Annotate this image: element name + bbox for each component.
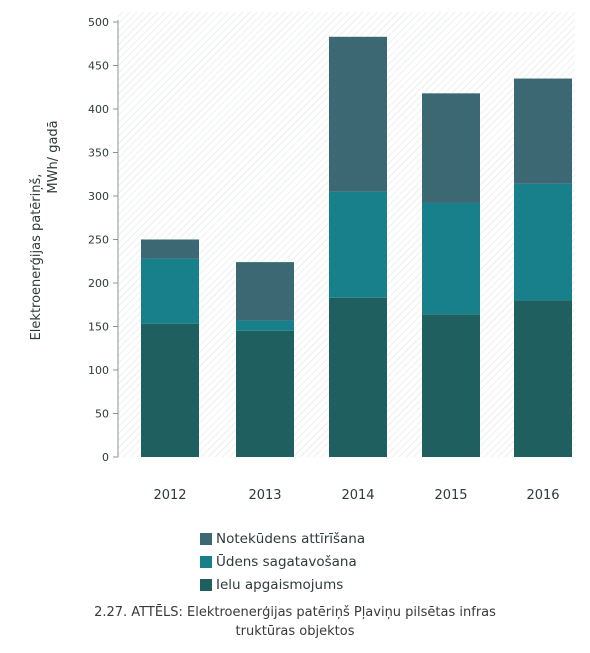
y-tick-label: 200 — [88, 277, 109, 290]
bar-segment-2012-1 — [141, 323, 199, 457]
x-axis: 2012 2013 2014 2015 2016 — [153, 488, 559, 503]
x-tick-label-2015: 2015 — [434, 488, 467, 503]
legend-label-ielu: Ielu apgaismojums — [216, 576, 344, 593]
y-tick-label: 150 — [88, 321, 109, 334]
bar-segment-2016-1 — [514, 300, 572, 457]
y-tick-label: 450 — [88, 60, 109, 73]
legend-label-udens: Ūdens sagatavošana — [216, 553, 357, 570]
bar-segment-2013-3 — [236, 262, 294, 321]
legend-item-notekudens: Notekūdens attīrīšana — [200, 527, 500, 550]
legend-item-ielu: Ielu apgaismojums — [200, 573, 500, 596]
y-tick-label: 0 — [102, 451, 109, 464]
legend-item-udens: Ūdens sagatavošana — [200, 550, 500, 573]
bar-segment-2014-3 — [329, 36, 387, 192]
bar-segment-2015-1 — [422, 314, 480, 457]
caption-line-2: truktūras objektos — [235, 624, 355, 639]
legend: Notekūdens attīrīšana Ūdens sagatavošana… — [200, 527, 500, 596]
figure-caption: 2.27. ATTĒLS: Elektroenerģijas patēriņš … — [0, 603, 590, 641]
y-tick-label: 500 — [88, 16, 109, 29]
y-tick-label: 50 — [95, 408, 109, 421]
x-tick-label-2012: 2012 — [153, 488, 186, 503]
bar-segment-2012-3 — [141, 239, 199, 259]
y-tick-label: 100 — [88, 364, 109, 377]
bar-segment-2016-3 — [514, 78, 572, 184]
legend-label-notekudens: Notekūdens attīrīšana — [216, 530, 366, 547]
bar-segment-2015-2 — [422, 202, 480, 315]
bar-segment-2015-3 — [422, 93, 480, 203]
bar-segment-2013-1 — [236, 330, 294, 457]
bar-segment-2012-2 — [141, 258, 199, 324]
legend-swatch-udens — [200, 555, 212, 568]
y-axis-label: Elektroenerģijas patēriņš, MWh/ gadā — [29, 120, 61, 340]
legend-swatch-notekudens — [200, 532, 212, 545]
y-axis: 0 50 100 150 200 250 300 350 400 450 500 — [88, 16, 119, 464]
y-tick-label: 350 — [88, 147, 109, 160]
y-tick-label: 400 — [88, 103, 109, 116]
caption-line-1: 2.27. ATTĒLS: Elektroenerģijas patēriņš … — [94, 605, 496, 620]
x-tick-label-2013: 2013 — [248, 488, 281, 503]
y-tick-label: 250 — [88, 234, 109, 247]
y-tick-label: 300 — [88, 190, 109, 203]
bars — [141, 36, 572, 457]
legend-swatch-ielu — [200, 578, 212, 591]
y-axis-label-line1: Elektroenerģijas patēriņš, — [29, 174, 44, 341]
x-tick-label-2016: 2016 — [526, 488, 559, 503]
bar-segment-2014-1 — [329, 297, 387, 457]
y-axis-label-line2: MWh/ gadā — [46, 120, 61, 193]
bar-segment-2014-2 — [329, 191, 387, 298]
bar-segment-2013-2 — [236, 320, 294, 331]
bar-segment-2016-2 — [514, 183, 572, 301]
x-tick-label-2014: 2014 — [341, 488, 374, 503]
